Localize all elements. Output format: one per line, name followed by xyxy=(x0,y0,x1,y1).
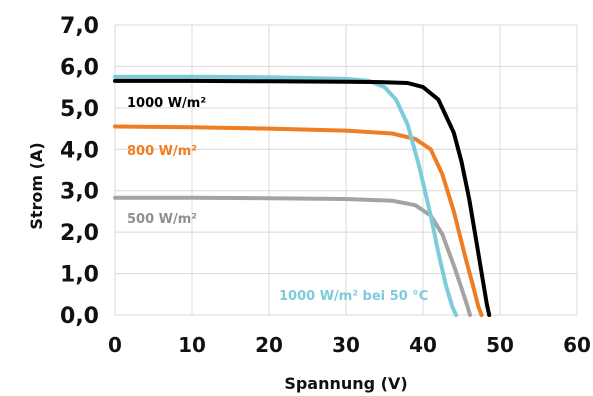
y-tick-label: 3,0 xyxy=(60,180,99,205)
y-tick-label: 5,0 xyxy=(60,97,99,122)
series-line xyxy=(113,195,472,317)
x-tick-label: 40 xyxy=(409,333,437,357)
x-tick-label: 0 xyxy=(108,333,122,357)
series-line xyxy=(113,74,459,317)
x-tick-label: 50 xyxy=(486,333,514,357)
x-tick-label: 10 xyxy=(178,333,206,357)
x-tick-label: 60 xyxy=(563,333,591,357)
x-tick-label: 20 xyxy=(255,333,283,357)
grid-lines xyxy=(114,24,578,316)
series-label: 800 W/m² xyxy=(127,144,197,159)
x-axis-title: Spannung (V) xyxy=(284,374,407,393)
y-tick-label: 0,0 xyxy=(60,304,99,329)
y-tick-label: 7,0 xyxy=(60,14,99,39)
y-tick-label: 6,0 xyxy=(60,55,99,80)
series-label: 500 W/m² xyxy=(127,212,197,227)
series-label: 1000 W/m² bei 50 °C xyxy=(279,289,428,304)
y-tick-label: 2,0 xyxy=(60,221,99,246)
series-labels: 1000 W/m² 800 W/m² 500 W/m² 1000 W/m² bei 5… xyxy=(127,96,428,304)
series-curves xyxy=(113,74,492,317)
y-axis-title: Strom (A) xyxy=(27,142,46,229)
y-tick-label: 4,0 xyxy=(60,138,99,163)
series-line xyxy=(113,78,492,317)
y-axis-ticks: 0,0 1,0 2,0 3,0 4,0 5,0 6,0 7,0 xyxy=(60,14,99,329)
series-label: 1000 W/m² xyxy=(127,96,206,111)
x-axis-ticks: 0 10 20 30 40 50 60 xyxy=(108,333,591,357)
x-tick-label: 30 xyxy=(332,333,360,357)
y-tick-label: 1,0 xyxy=(60,263,99,288)
series-line xyxy=(113,124,484,317)
